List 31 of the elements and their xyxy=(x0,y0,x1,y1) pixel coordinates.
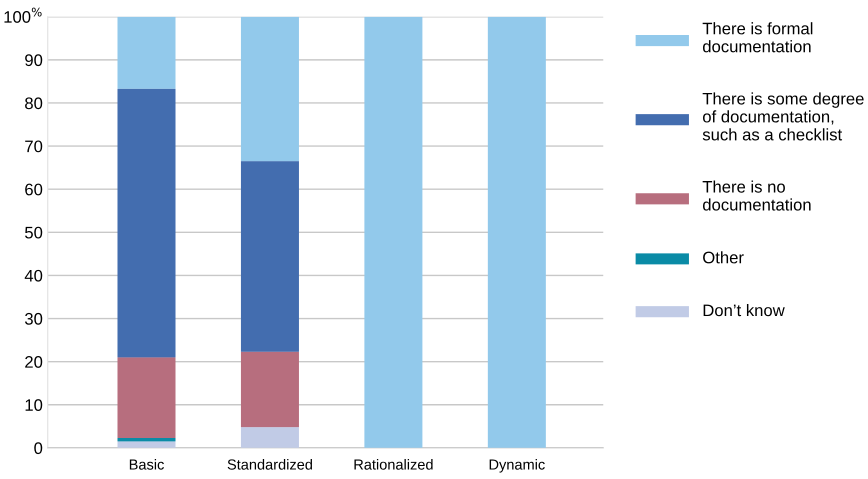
y-tick-label: 40 xyxy=(24,270,42,282)
bar xyxy=(117,357,176,438)
legend-label: Don’t know xyxy=(704,304,785,316)
bar xyxy=(117,16,176,89)
y-tick-label: 50 xyxy=(25,226,42,239)
bar xyxy=(117,88,176,358)
y-tick-label: 30 xyxy=(24,312,42,325)
bar xyxy=(488,16,546,448)
bar xyxy=(240,352,299,428)
bar xyxy=(117,441,176,448)
legend-label: Other xyxy=(703,251,744,264)
bar xyxy=(240,161,299,352)
y-tick-label: 70 xyxy=(25,140,42,152)
bar xyxy=(240,16,299,162)
y-tick-label: 10 xyxy=(26,399,42,411)
x-tick-label: Dynamic xyxy=(490,458,545,473)
legend-label: There is no documentation xyxy=(702,180,811,211)
y-tick-label: 0 xyxy=(34,442,42,454)
x-tick-label: Rationalized xyxy=(354,458,433,470)
y-tick-label: 80 xyxy=(25,97,42,110)
y-tick-label: 60 xyxy=(25,184,42,196)
bar xyxy=(240,427,299,448)
x-tick-label: Basic xyxy=(130,458,164,470)
y-tick-label: 20 xyxy=(25,356,42,368)
bar xyxy=(117,438,176,442)
y-tick-label: 100$^{%}$ xyxy=(4,8,42,23)
legend-label: There is formal documentation xyxy=(702,22,812,52)
bar xyxy=(364,16,422,448)
y-tick-label: 90 xyxy=(25,54,42,66)
legend-label: There is some degree of documentation, such as a checklist xyxy=(702,92,864,140)
x-tick-label: Standardized xyxy=(228,458,312,470)
